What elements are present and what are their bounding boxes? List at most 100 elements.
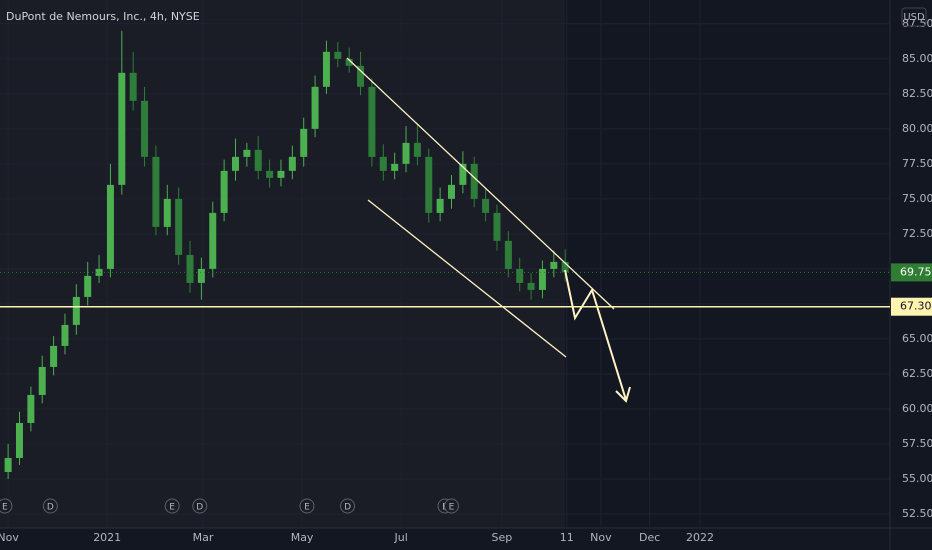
event-label[interactable]: D [47,503,54,513]
candle-body [209,212,217,269]
candle-body [95,268,103,276]
candle-body [72,296,80,325]
event-marker [0,498,13,514]
event-label[interactable]: D [344,503,351,513]
candle-body [106,184,114,269]
price-label: 69.75 [900,265,932,278]
candle-body [231,156,239,171]
event-marker [192,498,208,514]
candle-body [254,149,262,171]
candle-body [413,142,421,157]
candle-body [538,268,546,290]
x-tick-label: Sep [491,531,512,544]
candle-body [141,100,149,157]
candle-body [220,170,228,213]
candle-body [15,422,23,458]
event-marker [299,498,315,514]
candle-body [527,282,535,290]
price-label-box [891,297,932,316]
x-tick-label: Nov [0,531,19,544]
candle-body [4,457,12,472]
candle-body [300,128,308,157]
currency[interactable]: USD [903,12,925,23]
candle-body [357,65,365,87]
y-tick-label: 82.50 [902,87,932,100]
event-marker [42,498,58,514]
session-shading [0,0,565,528]
y-tick-label: 60.00 [902,402,932,415]
candle-body [368,86,376,157]
candle-body [436,198,444,213]
candle-body [334,51,342,59]
candle-body [163,198,171,227]
y-tick-label: 57.50 [902,437,932,450]
candle-body [197,268,205,283]
event-label[interactable]: E [304,503,310,513]
x-tick-label: Jul [394,531,408,544]
candle-body [550,261,558,269]
currency-box[interactable] [901,7,927,27]
candle-body [266,170,274,178]
event-marker [443,498,459,514]
candle-body [129,72,137,101]
candle-body [391,163,399,171]
x-tick-label: Nov [590,531,612,544]
user-drawings [346,57,631,403]
event-label[interactable]: E [169,503,175,513]
channel-lower [367,199,567,358]
candle-body [516,268,524,283]
candle-body [561,261,569,273]
price-label: 67.30 [900,300,932,313]
channel-upper [346,57,615,310]
y-tick-label: 52.50 [902,507,932,520]
event-marker [164,498,180,514]
x-tick-label: May [291,531,314,544]
event-label[interactable]: E [2,503,8,513]
candle-body [186,254,194,283]
y-tick-label: 87.50 [902,17,932,30]
candle-body [61,324,69,346]
y-tick-label: 65.00 [902,332,932,345]
candle-body [447,184,455,199]
chart-title: DuPont de Nemours, Inc., 4h, NYSE [6,10,200,23]
candle-body [379,156,387,171]
candle-body [152,156,160,227]
candle-body [345,58,353,66]
event-label[interactable]: E [449,503,455,513]
candle-body [50,345,58,367]
y-tick-label: 77.50 [902,157,932,170]
candle-body [425,156,433,213]
projection-arrow [564,269,627,401]
x-tick-label: 2021 [93,531,121,544]
candle-body [459,163,467,185]
candle-body [482,198,490,213]
candle-body [118,72,126,185]
x-tick-label: Mar [193,531,214,544]
candle-body [84,275,92,297]
x-tick-label: 11 [560,531,574,544]
candle-body [288,156,296,171]
candle-body [175,198,183,255]
arrow-head [615,386,631,403]
event-marker [340,498,356,514]
candle-body [311,86,319,129]
x-tick-label: Dec [639,531,660,544]
candle-body [277,170,285,178]
y-tick-label: 72.50 [902,227,932,240]
x-tick-label: 2022 [686,531,714,544]
y-tick-label: 75.00 [902,192,932,205]
y-tick-label: 62.50 [902,367,932,380]
event-label[interactable]: D [196,503,203,513]
candle-body [470,163,478,199]
price-label-box [891,263,932,282]
candle-body [402,142,410,164]
candle-body [27,394,35,423]
candle-body [243,149,251,157]
candle-body [504,240,512,269]
candle-body [38,366,46,395]
y-tick-label: 80.00 [902,122,932,135]
y-tick-label: 55.00 [902,472,932,485]
candle-body [493,212,501,241]
candle-body [322,51,330,87]
